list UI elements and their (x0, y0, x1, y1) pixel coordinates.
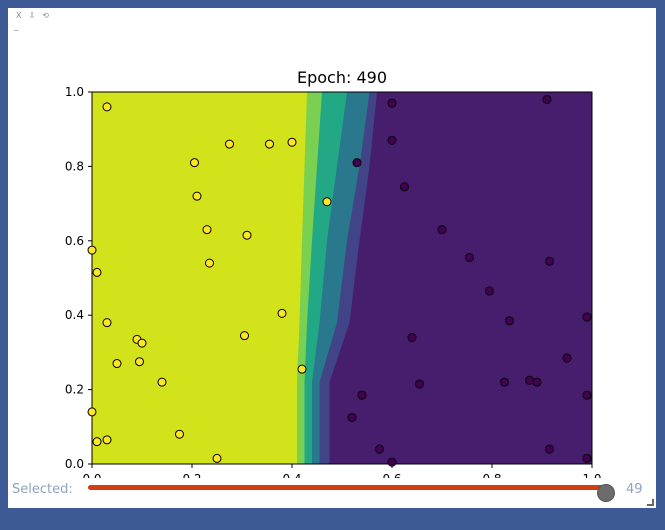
data-point-class-0 (137, 338, 147, 348)
data-point-class-1 (437, 225, 447, 235)
data-point-class-0 (240, 331, 249, 341)
data-point-class-0 (87, 407, 97, 417)
data-point-class-1 (357, 390, 367, 400)
slider-value: 49 (626, 482, 643, 497)
data-point-class-1 (525, 375, 534, 385)
data-point-class-1 (545, 444, 554, 454)
data-point-class-1 (485, 286, 494, 296)
y-tick-label: 0.0 (65, 457, 84, 471)
figure-panel: X ⇩ ⟲ ~ 0.00.20.40.60.81.0 0.00.20.40.60… (8, 8, 656, 508)
data-point-class-0 (175, 429, 184, 439)
data-point-class-1 (352, 158, 362, 168)
decision-boundary-chart: 0.0 0.2 0.4 0.6 0.8 1.0 0.0 0.2 0.4 0.6 0.8 1.0 Ep… (65, 68, 602, 478)
download-icon[interactable]: ⇩ (28, 11, 36, 20)
data-point-class-1 (375, 444, 384, 454)
x-tick-label: 0.0 (82, 472, 101, 478)
x-tick-label: 0.6 (382, 472, 401, 478)
data-point-class-1 (582, 390, 592, 400)
data-point-class-0 (87, 245, 97, 255)
data-point-class-1 (500, 377, 509, 387)
reset-icon[interactable]: ⟲ (42, 11, 49, 20)
data-point-class-0 (287, 137, 297, 147)
decision-regions (92, 92, 592, 464)
slider-label: Selected: (12, 482, 73, 497)
data-point-class-0 (157, 377, 167, 387)
data-point-class-0 (192, 191, 202, 201)
data-point-class-0 (102, 102, 112, 112)
data-points (87, 94, 592, 467)
x-tick-label: 0.2 (182, 472, 201, 478)
y-tick-label: 1.0 (65, 85, 84, 99)
slider-thumb[interactable] (597, 484, 615, 502)
data-point-class-1 (582, 312, 592, 322)
data-point-class-1 (542, 94, 552, 104)
data-point-class-1 (545, 256, 554, 266)
data-point-class-0 (322, 197, 332, 207)
data-point-class-0 (297, 364, 307, 374)
data-point-class-0 (92, 437, 102, 447)
y-tick-label: 0.8 (65, 159, 84, 173)
epoch-slider: Selected: 49 (8, 479, 656, 502)
region-band-0 (92, 92, 307, 464)
data-point-class-1 (562, 353, 572, 363)
data-point-class-0 (135, 357, 144, 367)
x-tick-label: 1.0 (582, 472, 601, 478)
collapse-marker[interactable]: ~ (13, 26, 20, 35)
data-point-class-1 (387, 457, 397, 467)
data-point-class-1 (415, 379, 424, 389)
data-point-class-0 (242, 230, 252, 240)
resize-handle[interactable] (647, 499, 654, 506)
data-point-class-1 (407, 333, 417, 343)
close-button[interactable]: X (16, 11, 22, 20)
y-tick-label: 0.4 (65, 308, 84, 322)
data-point-class-0 (277, 308, 287, 318)
figure-toolbar: X ⇩ ⟲ (16, 11, 49, 21)
data-point-class-0 (265, 139, 274, 149)
y-tick-label: 0.2 (65, 383, 84, 397)
data-point-class-0 (202, 225, 212, 235)
data-point-class-0 (190, 158, 199, 168)
y-axis: 0.0 0.2 0.4 0.6 0.8 1.0 (65, 85, 92, 471)
data-point-class-0 (102, 318, 112, 328)
x-tick-label: 0.4 (282, 472, 301, 478)
data-point-class-1 (400, 182, 409, 192)
data-point-class-0 (112, 359, 122, 369)
data-point-class-0 (205, 258, 214, 268)
data-point-class-1 (387, 135, 397, 145)
data-point-class-0 (102, 435, 112, 445)
data-point-class-1 (582, 453, 592, 463)
x-axis: 0.0 0.2 0.4 0.6 0.8 1.0 (82, 464, 602, 478)
data-point-class-1 (465, 253, 474, 263)
data-point-class-0 (225, 139, 234, 149)
x-tick-label: 0.8 (482, 472, 501, 478)
data-point-class-0 (92, 267, 102, 277)
data-point-class-1 (532, 377, 542, 387)
data-point-class-1 (387, 98, 397, 108)
data-point-class-1 (347, 413, 357, 422)
plot-frame (91, 91, 593, 465)
chart-title: Epoch: 490 (297, 68, 387, 87)
data-point-class-1 (505, 316, 514, 326)
data-point-class-0 (212, 453, 222, 463)
y-tick-label: 0.6 (65, 234, 84, 248)
slider-track[interactable] (88, 484, 615, 502)
